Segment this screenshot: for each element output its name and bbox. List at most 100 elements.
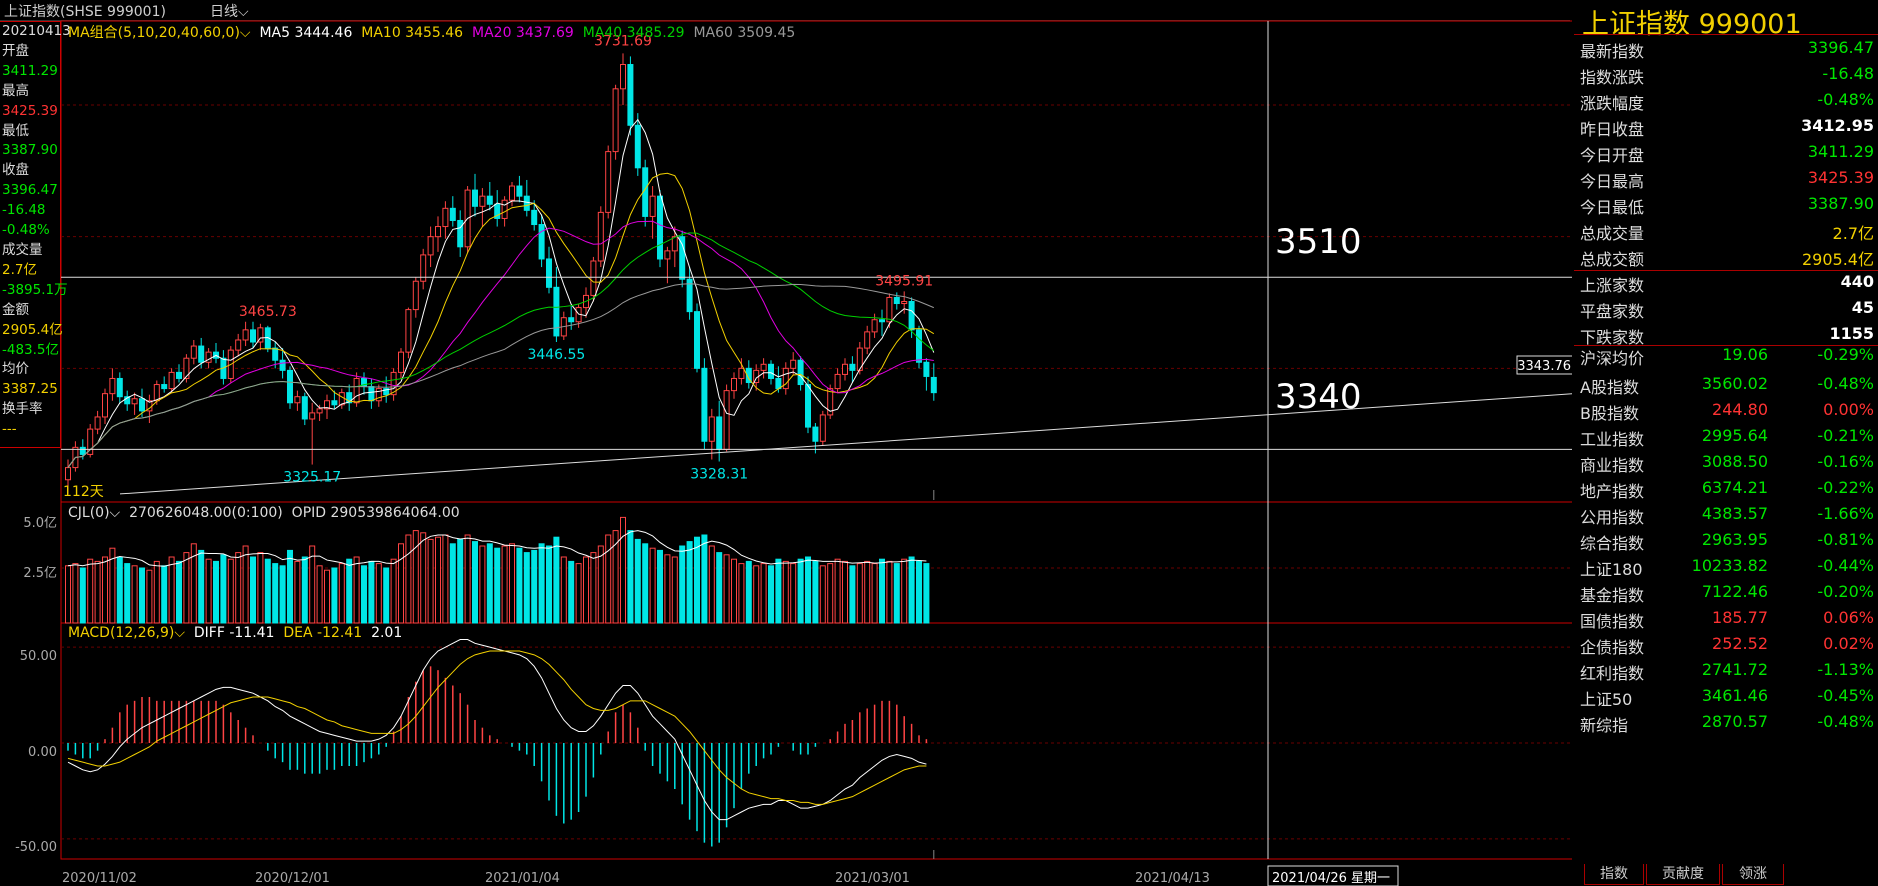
candle-body: [176, 371, 182, 379]
info-item: 均价: [2, 361, 29, 378]
candle-body: [442, 207, 449, 228]
volume-bar: [842, 560, 848, 624]
index-row[interactable]: B股指数 244.80 0.00%: [1574, 398, 1878, 424]
candle-body: [190, 345, 197, 359]
volume-bar: [805, 556, 811, 624]
index-value: 4383.57: [1701, 504, 1768, 523]
volume-bar: [560, 556, 567, 624]
level-label-low: 3340: [1275, 377, 1362, 417]
volume-bar: [790, 563, 797, 624]
date-label: 2020/12/01: [255, 871, 330, 886]
candle-body: [486, 195, 493, 205]
period-label: 日线: [210, 4, 238, 20]
index-row[interactable]: 企债指数 252.52 0.02%: [1574, 632, 1878, 658]
candle-body: [412, 280, 419, 311]
volume-bar: [523, 552, 530, 624]
volume-bar: [486, 543, 493, 624]
candle-body: [457, 219, 464, 248]
volume-bar: [620, 516, 626, 624]
candle-body: [679, 236, 686, 280]
candle-body: [768, 363, 774, 379]
index-row[interactable]: 上证50 3461.46 -0.45%: [1574, 684, 1878, 710]
volume-bar: [509, 543, 515, 624]
volume-bar: [479, 545, 486, 624]
candle-body: [316, 408, 323, 414]
ma60-label: MA60 3509.45: [693, 25, 796, 41]
index-row[interactable]: 地产指数 6374.21 -0.22%: [1574, 476, 1878, 502]
index-value: 2741.72: [1701, 660, 1768, 679]
index-row[interactable]: 红利指数 2741.72 -1.13%: [1574, 658, 1878, 684]
volume-bar: [264, 558, 271, 624]
quote-row: 总成交量 2.7亿: [1574, 218, 1878, 244]
index-value: 3461.46: [1701, 686, 1768, 705]
avg-key: 沪深均价: [1580, 349, 1645, 368]
index-row[interactable]: 基金指数 7122.46 -0.20%: [1574, 580, 1878, 606]
candle-body: [109, 377, 116, 395]
macd-legend[interactable]: MACD(12,26,9)⌵ DIFF -11.41 DEA -12.41 2.…: [68, 625, 403, 641]
index-row[interactable]: 综合指数 2963.95 -0.81%: [1574, 528, 1878, 554]
index-row[interactable]: 商业指数 3088.50 -0.16%: [1574, 450, 1878, 476]
index-change: -0.81%: [1817, 530, 1874, 549]
index-row[interactable]: 上证180 10233.82 -0.44%: [1574, 554, 1878, 580]
quote-value: -16.48: [1822, 64, 1874, 83]
index-row[interactable]: 国债指数 185.77 0.06%: [1574, 606, 1878, 632]
volume-bar: [612, 530, 619, 624]
quote-panel: 上证指数 999001 最新指数 3396.47 指数涨跌 -16.48 涨跌幅度 -0.…: [1574, 0, 1878, 886]
volume-bar: [886, 560, 893, 624]
quote-key: 昨日收盘: [1580, 120, 1645, 139]
candle-body: [368, 386, 375, 402]
candle-body: [893, 296, 900, 305]
index-row[interactable]: A股指数 3560.02 -0.48%: [1574, 372, 1878, 398]
volume-bar: [908, 556, 915, 624]
candle-body: [671, 236, 678, 252]
ma10-line: [67, 172, 935, 468]
candle-body: [472, 189, 478, 207]
candle-body: [634, 124, 641, 169]
candle-body: [797, 359, 804, 386]
tab-1[interactable]: 指数: [1584, 864, 1644, 885]
volume-bar: [627, 530, 634, 624]
volume-bar: [546, 545, 552, 624]
candle-body: [205, 351, 212, 363]
chart-canvas[interactable]: 3731.69 3465.73 3325.17 3446.55 3328.31 3495.…: [0, 0, 1572, 886]
volume-bar: [472, 541, 478, 624]
volume-bar: [139, 567, 145, 624]
quote-row: 昨日收盘 3412.95: [1574, 114, 1878, 140]
quote-key: 今日开盘: [1580, 146, 1645, 165]
diff-label: DIFF -11.41: [193, 625, 275, 641]
index-change: 0.00%: [1823, 400, 1874, 419]
candle-body: [627, 64, 634, 126]
quote-row: 平盘家数 45: [1574, 296, 1878, 322]
volume-bar: [516, 547, 523, 624]
info-item: 成交量: [2, 241, 43, 258]
ma-legend[interactable]: MA组合(5,10,20,40,60,0)⌵ MA5 3444.46 MA10 …: [68, 25, 796, 41]
index-value: 3088.50: [1701, 452, 1768, 471]
index-row[interactable]: 公用指数 4383.57 -1.66%: [1574, 502, 1878, 528]
quote-row: 最新指数 3396.47: [1574, 36, 1878, 62]
volume-bar: [72, 563, 79, 624]
candle-body: [716, 416, 723, 450]
index-change: -1.13%: [1817, 660, 1874, 679]
volume-bar: [390, 558, 397, 624]
index-value: 6374.21: [1701, 478, 1768, 497]
index-row[interactable]: 新综指 2870.57 -0.48%: [1574, 710, 1878, 736]
volume-bar: [634, 538, 641, 624]
volume-bar: [398, 543, 404, 624]
quote-value: -0.48%: [1817, 90, 1874, 109]
days-label: 112天: [63, 484, 104, 500]
candle-body: [420, 254, 427, 282]
tab-3[interactable]: 领涨: [1722, 864, 1784, 885]
index-value: 252.52: [1712, 634, 1768, 653]
tab-2[interactable]: 贡献度: [1646, 864, 1720, 885]
volume-bar: [65, 565, 71, 624]
volume-legend[interactable]: CJL(0)⌵ 270626048.00(0:100) OPID 2905398…: [68, 505, 460, 521]
volume-bar: [856, 563, 863, 624]
volume-bar: [79, 567, 86, 624]
period-selector[interactable]: 日线⌵: [210, 4, 249, 20]
index-row[interactable]: 工业指数 2995.64 -0.21%: [1574, 424, 1878, 450]
volume-bar: [538, 543, 545, 624]
info-item: 最高: [2, 82, 29, 99]
quote-value: 3387.90: [1807, 194, 1874, 213]
quote-key: 指数涨跌: [1580, 68, 1645, 87]
candle-body: [65, 467, 71, 481]
